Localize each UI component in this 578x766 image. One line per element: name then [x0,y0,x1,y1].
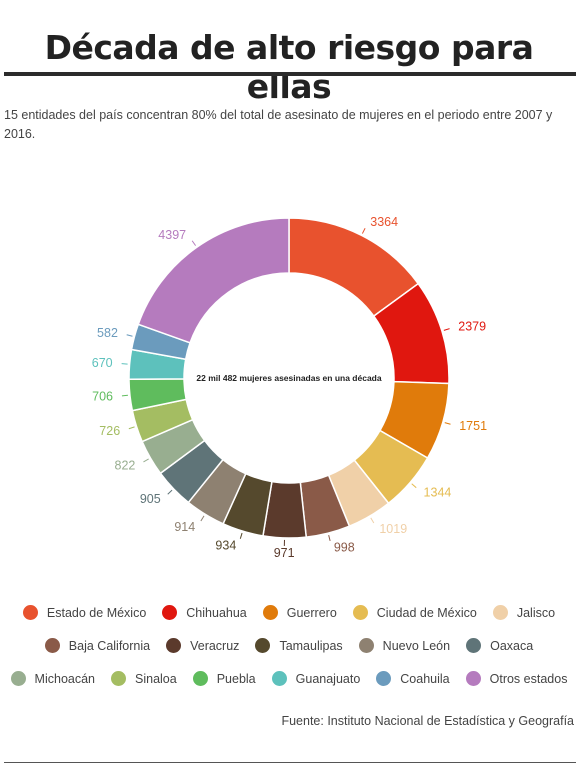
leader-line-jalisco [370,517,375,524]
data-label-veracruz: 971 [274,546,295,560]
legend-swatch [255,638,271,653]
legend-item-michoacan: Michoacán [10,671,95,686]
legend-label: Sinaloa [135,671,177,686]
legend-item-otros-estados: Otros estados [465,671,568,686]
legend-swatch [466,638,482,653]
legend-label: Otros estados [489,671,568,686]
data-label-sinaloa: 726 [99,424,120,438]
data-label-guanajuato: 670 [92,356,113,370]
leader-line-baja-california [328,534,331,542]
legend-swatch [358,638,374,653]
legend-swatch [162,605,178,620]
legend-label: Estado de México [46,605,147,620]
donut-center-label: 22 mil 482 mujeres asesinadas en una déc… [196,373,381,383]
legend-item-coahuila: Coahuila [376,671,450,686]
legend-swatch [352,605,368,620]
legend-label: Nuevo León [382,638,451,653]
leader-line-tamaulipas [239,532,243,539]
legend-label: Chihuahua [186,605,247,620]
legend-item-estado-de-mexico: Estado de México [22,605,147,620]
leader-line-nuevo-leon [200,515,205,522]
legend-label: Puebla [216,671,256,686]
legend-swatch [376,671,392,686]
data-label-tamaulipas: 934 [215,538,236,552]
legend-label: Guanajuato [295,671,361,686]
leader-line-otros-estados [191,240,197,246]
legend-label: Michoacán [34,671,95,686]
legend-swatch [44,638,60,653]
slice-otros-estados [137,217,290,344]
source-note: Fuente: Instituto Nacional de Estadístic… [281,714,574,728]
legend-swatch [192,671,208,686]
leader-line-oaxaca [167,489,173,495]
legend-swatch [22,605,38,620]
legend-label: Jalisco [516,605,556,620]
legend-row: Estado de México Chihuahua Guerrero Ciudad … [0,596,578,629]
title-divider [4,72,576,76]
legend-item-chihuahua: Chihuahua [162,605,247,620]
leader-line-puebla [121,394,128,397]
bottom-divider [4,762,576,763]
legend-swatch [10,671,26,686]
page-title: Década de alto riesgo para ellas [44,28,534,106]
legend-item-baja-california: Baja California [44,638,151,653]
legend-item-nuevo-leon: Nuevo León [358,638,451,653]
data-label-estado-de-mexico: 3364 [370,215,398,229]
legend-swatch [111,671,126,686]
leader-line-chihuahua [443,328,450,331]
legend-item-oaxaca: Oaxaca [466,638,533,653]
legend-item-puebla: Puebla [192,671,256,686]
legend-item-ciudad-de-mexico: Ciudad de México [352,605,477,620]
legend-swatch [262,605,278,620]
leader-line-estado-de-mexico [361,227,366,234]
legend-item-sinaloa: Sinaloa [111,671,177,686]
leader-line-ciudad-de-mexico [411,483,417,489]
legend-row: Michoacán Sinaloa Puebla Guanajuato Coahuila… [0,662,578,695]
data-label-jalisco: 1019 [379,522,407,536]
legend-label: Veracruz [190,638,240,653]
legend-swatch [166,638,182,653]
legend-label: Guerrero [286,605,337,620]
data-label-nuevo-leon: 914 [174,520,195,534]
leader-line-guanajuato [121,363,128,365]
legend-item-jalisco: Jalisco [492,605,556,620]
legend-item-tamaulipas: Tamaulipas [255,638,343,653]
data-label-otros-estados: 4397 [158,228,186,242]
data-label-guerrero: 1751 [459,419,487,433]
legend-label: Tamaulipas [279,638,343,653]
legend-label: Ciudad de México [376,605,477,620]
leader-line-coahuila [126,334,133,337]
page-subtitle: 15 entidades del país concentran 80% del… [4,108,553,141]
legend-label: Oaxaca [490,638,534,653]
data-label-baja-california: 998 [334,541,355,555]
chart-legend: Estado de México Chihuahua Guerrero Ciudad … [0,596,578,695]
data-label-chihuahua: 2379 [458,320,486,334]
data-labels: 3364 2379 1751 1344 1019 998 971 934 914 905 822 72… [92,215,487,560]
legend-item-guerrero: Guerrero [262,605,337,620]
data-label-coahuila: 582 [97,326,118,340]
data-label-ciudad-de-mexico: 1344 [424,485,452,499]
data-label-michoacan: 822 [115,458,136,472]
legend-item-veracruz: Veracruz [166,638,239,653]
legend-row: Baja California Veracruz Tamaulipas Nuevo L… [0,629,578,662]
leader-line-guerrero [444,422,451,425]
label-leader-lines [121,227,451,546]
leader-line-michoacan [143,458,149,463]
legend-swatch [271,671,287,686]
legend-swatch [492,605,508,620]
leader-line-sinaloa [128,426,135,430]
legend-swatch [465,671,481,686]
donut-chart: 3364 2379 1751 1344 1019 998 971 934 914 905 822 72… [92,215,487,560]
data-label-oaxaca: 905 [140,492,161,506]
donut-slices [128,217,450,539]
legend-label: Baja California [68,638,151,653]
data-label-puebla: 706 [92,390,113,404]
legend-label: Coahuila [400,671,450,686]
legend-item-guanajuato: Guanajuato [271,671,361,686]
